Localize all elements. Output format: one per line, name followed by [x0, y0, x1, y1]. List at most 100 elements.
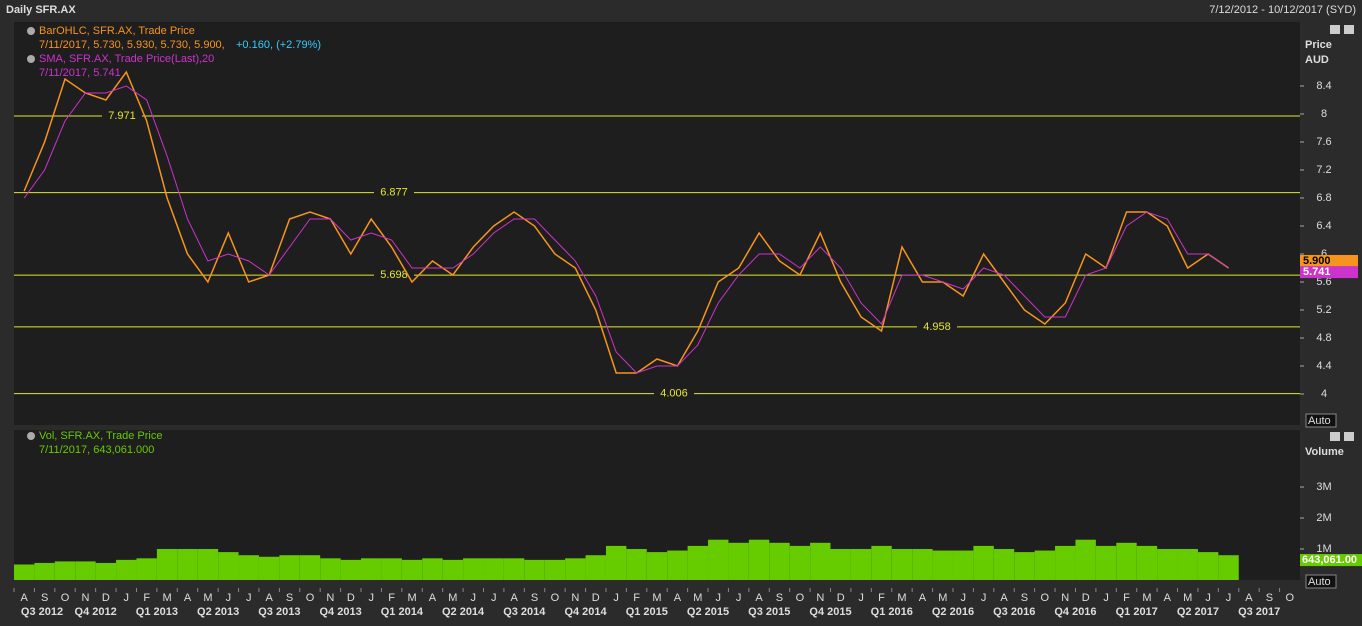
level-label: 6.877 — [380, 187, 408, 199]
volume-bar — [361, 558, 382, 580]
volume-bar — [1157, 549, 1178, 580]
quarter-label: Q4 2012 — [75, 606, 117, 618]
volume-bar — [1197, 552, 1219, 580]
auto-label[interactable]: Auto — [1308, 415, 1331, 427]
legend-icon — [27, 55, 35, 63]
volume-bar — [830, 549, 851, 580]
last-value-tag — [1300, 554, 1362, 567]
x-tick-label: N — [816, 592, 824, 604]
y-tick-label: 5.2 — [1316, 304, 1331, 316]
y-tick-label: 2M — [1316, 512, 1331, 524]
level-label: 4.958 — [923, 321, 951, 333]
y-tick-label: 8 — [1321, 108, 1327, 120]
x-tick-label: O — [61, 592, 70, 604]
y-tick-label: 7.6 — [1316, 136, 1331, 148]
panel-close[interactable] — [1344, 25, 1354, 34]
level-label: 4.006 — [660, 387, 688, 399]
x-tick-label: M — [652, 592, 661, 604]
x-tick-label: D — [1082, 592, 1090, 604]
x-tick-label: N — [1061, 592, 1069, 604]
legend-detail: 7/11/2017, 5.741 — [39, 67, 121, 79]
x-tick-label: M — [897, 592, 906, 604]
quarter-label: Q4 2016 — [1054, 606, 1096, 618]
legend-change: +0.160, (+2.79%) — [236, 39, 321, 51]
price-line — [23, 70, 1230, 374]
volume-bar — [34, 562, 55, 580]
volume-bar — [687, 545, 709, 580]
x-tick-label: S — [41, 592, 48, 604]
last-value-label: 5.741 — [1303, 266, 1331, 278]
x-tick-label: F — [878, 592, 885, 604]
quarter-label: Q3 2017 — [1238, 606, 1280, 618]
x-tick-label: M — [693, 592, 702, 604]
x-tick-label: J — [613, 592, 619, 604]
x-tick-label: O — [1286, 592, 1295, 604]
volume-bar — [605, 545, 627, 580]
quarter-label: Q2 2017 — [1177, 606, 1219, 618]
volume-bar — [850, 549, 872, 580]
panel-button[interactable] — [1330, 25, 1340, 34]
legend-entry: SMA, SFR.AX, Trade Price(Last), — [39, 53, 202, 65]
x-tick-label: A — [755, 592, 763, 604]
x-tick-label: M — [163, 592, 172, 604]
y-tick-label: 8.4 — [1316, 80, 1331, 92]
x-tick-label: F — [388, 592, 395, 604]
x-tick-label: J — [471, 592, 477, 604]
quarter-label: Q4 2013 — [320, 606, 362, 618]
volume-bar — [1177, 549, 1198, 580]
legend-icon — [27, 432, 35, 440]
level-label: 5.698 — [380, 269, 408, 281]
volume-bar — [177, 549, 198, 580]
y-tick-label: 4.4 — [1316, 360, 1331, 372]
volume-bar — [75, 561, 96, 580]
quarter-label: Q3 2012 — [21, 606, 63, 618]
x-tick-label: A — [265, 592, 273, 604]
y-tick-label: 7.2 — [1316, 164, 1331, 176]
volume-bar — [1055, 545, 1076, 580]
x-tick-label: S — [1266, 592, 1273, 604]
y-tick-label: 4.8 — [1316, 332, 1331, 344]
volume-bar — [912, 549, 933, 580]
volume-bar — [708, 539, 729, 580]
volume-bar — [524, 559, 545, 580]
legend-icon — [27, 27, 35, 35]
legend-detail: 7/11/2017, 5.730, 5.930, 5.730, 5.900, — [39, 39, 225, 51]
x-tick-label: M — [1142, 592, 1151, 604]
volume-bar — [748, 539, 770, 580]
x-tick-label: J — [1226, 592, 1232, 604]
volume-bar — [54, 561, 76, 580]
level-label-bg — [917, 320, 957, 333]
volume-bar — [1218, 555, 1239, 580]
quarter-label: Q1 2014 — [381, 606, 424, 618]
volume-bar — [667, 550, 688, 580]
volume-bar — [483, 558, 504, 580]
quarter-label: Q2 2016 — [932, 606, 974, 618]
x-tick-label: F — [633, 592, 640, 604]
volume-bar — [1116, 542, 1137, 580]
y-tick-label: 5.6 — [1316, 276, 1331, 288]
x-tick-label: J — [246, 592, 252, 604]
quarter-label: Q1 2016 — [871, 606, 913, 618]
x-tick-label: O — [1041, 592, 1050, 604]
x-tick-label: J — [981, 592, 987, 604]
legend-entry: BarOHLC, SFR.AX, Trade Price — [39, 25, 195, 37]
level-label-bg — [374, 269, 414, 282]
volume-bar — [463, 558, 484, 580]
volume-bar — [442, 559, 464, 580]
volume-bar — [1014, 552, 1035, 580]
x-tick-label: A — [21, 592, 29, 604]
level-label-bg — [374, 186, 414, 199]
quarter-label: Q1 2017 — [1116, 606, 1158, 618]
x-tick-label: A — [184, 592, 192, 604]
auto-button[interactable] — [1305, 413, 1337, 428]
x-tick-label: A — [1164, 592, 1172, 604]
x-tick-label: N — [81, 592, 89, 604]
x-tick-label: F — [143, 592, 150, 604]
auto-button[interactable] — [1305, 574, 1337, 589]
auto-label[interactable]: Auto — [1308, 576, 1331, 588]
panel-close[interactable] — [1344, 432, 1354, 441]
volume-bar — [728, 542, 749, 580]
last-value-tag — [1300, 254, 1358, 267]
panel-button[interactable] — [1330, 432, 1340, 441]
